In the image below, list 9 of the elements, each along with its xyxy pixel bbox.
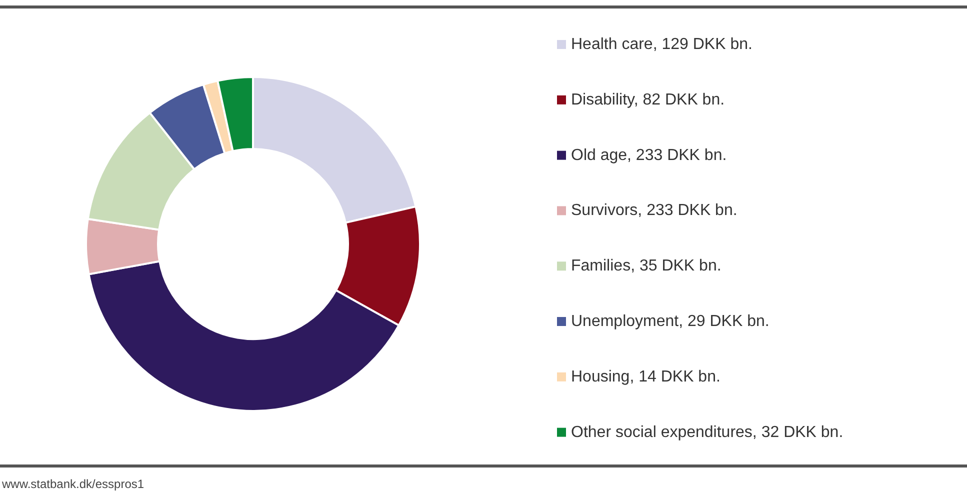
legend-label: Health care, 129 DKK bn. bbox=[571, 36, 752, 53]
legend-label: Housing, 14 DKK bn. bbox=[571, 368, 720, 386]
legend-label: Unemployment, 29 DKK bn. bbox=[571, 313, 770, 330]
legend-label: Old age, 233 DKK bn. bbox=[571, 146, 727, 164]
legend-label: Disability, 82 DKK bn. bbox=[571, 91, 725, 108]
text: www.statbank.dk/esspros1 bbox=[1, 477, 144, 491]
legend-label: Survivors, 233 DKK bn. bbox=[571, 202, 738, 220]
legend-label: Other social expenditures, 32 DKK bn. bbox=[571, 424, 844, 441]
legend-label: Families, 35 DKK bn. bbox=[571, 258, 722, 275]
